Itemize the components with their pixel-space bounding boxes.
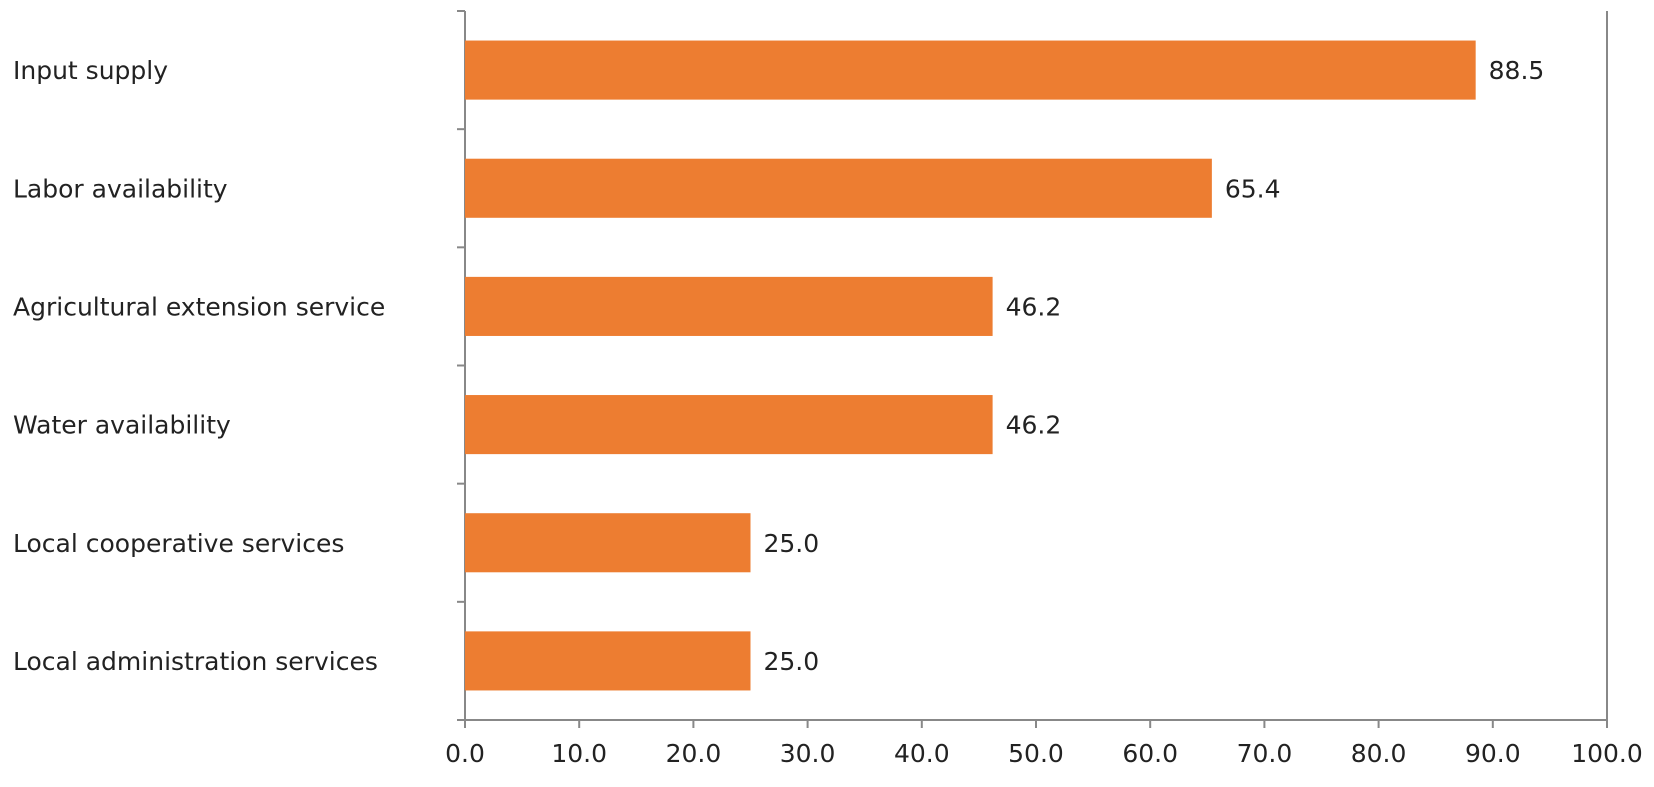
y-tick-label: Water availability bbox=[13, 411, 231, 440]
value-label: 46.2 bbox=[1006, 411, 1062, 440]
value-label: 25.0 bbox=[764, 529, 820, 558]
bar bbox=[465, 158, 1212, 218]
x-tick-label: 100.0 bbox=[1571, 739, 1643, 768]
bar bbox=[465, 513, 751, 573]
bar bbox=[465, 395, 993, 455]
value-label: 88.5 bbox=[1489, 56, 1545, 85]
x-tick-label: 80.0 bbox=[1351, 739, 1407, 768]
x-tick-label: 90.0 bbox=[1465, 739, 1521, 768]
y-tick-label: Local cooperative services bbox=[13, 529, 344, 558]
bar bbox=[465, 276, 993, 336]
x-tick-label: 40.0 bbox=[894, 739, 950, 768]
y-tick-label: Input supply bbox=[13, 56, 168, 85]
y-tick-label: Local administration services bbox=[13, 647, 378, 676]
y-tick-label: Labor availability bbox=[13, 174, 228, 203]
x-tick-label: 60.0 bbox=[1122, 739, 1178, 768]
bar bbox=[465, 631, 751, 691]
value-label: 46.2 bbox=[1006, 292, 1062, 321]
x-tick-label: 30.0 bbox=[780, 739, 836, 768]
x-tick-label: 70.0 bbox=[1237, 739, 1293, 768]
x-tick-label: 20.0 bbox=[666, 739, 722, 768]
value-label: 25.0 bbox=[764, 647, 820, 676]
x-tick-label: 50.0 bbox=[1008, 739, 1064, 768]
bar bbox=[465, 40, 1476, 100]
y-tick-label: Agricultural extension service bbox=[13, 292, 385, 321]
x-tick-label: 10.0 bbox=[551, 739, 607, 768]
x-tick-label: 0.0 bbox=[445, 739, 485, 768]
value-label: 65.4 bbox=[1225, 174, 1281, 203]
